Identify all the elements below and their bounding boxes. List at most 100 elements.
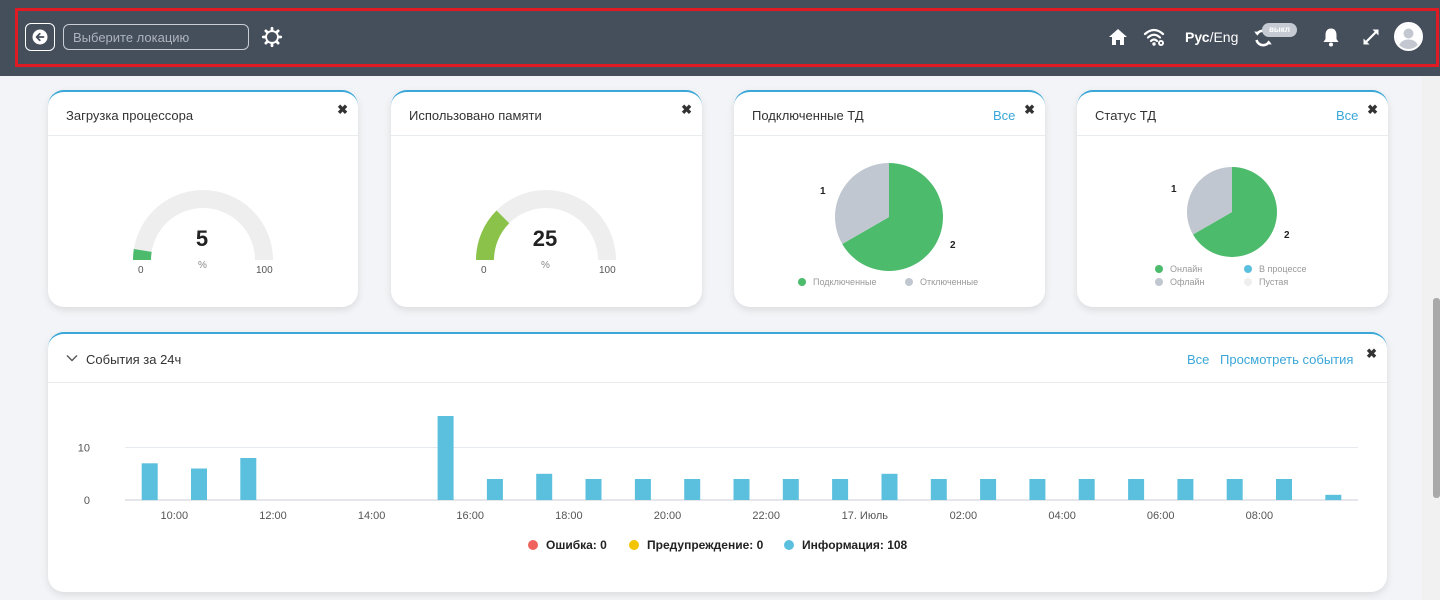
bar: [1177, 479, 1194, 500]
ap-status-pie: [1187, 167, 1278, 257]
fullscreen-button[interactable]: [1360, 26, 1382, 48]
gauge-min: 0: [481, 265, 487, 276]
legend-item-info[interactable]: Информация: 108: [784, 538, 907, 552]
bar: [733, 479, 750, 500]
legend-dot: [1244, 265, 1252, 273]
page-scrollbar-thumb[interactable]: [1433, 298, 1440, 498]
back-button[interactable]: [25, 23, 55, 51]
all-link[interactable]: Все: [1187, 352, 1210, 367]
gauge-value: 25: [532, 226, 558, 251]
home-button[interactable]: [1107, 26, 1129, 48]
card-title: Статус ТД: [1095, 108, 1157, 123]
gauge-track: [133, 190, 273, 260]
card-title: Загрузка процессора: [66, 108, 194, 123]
card-header: Подключенные ТД Все ✖: [734, 92, 1045, 136]
cpu-gauge: [133, 190, 273, 260]
bar: [782, 479, 799, 500]
expand-icon: [1363, 29, 1379, 45]
x-tick-label: 08:00: [1246, 510, 1274, 522]
legend-label: Офлайн: [1170, 277, 1205, 287]
legend-item-connected[interactable]: Подключенные: [798, 277, 876, 287]
all-link[interactable]: Все: [1336, 108, 1359, 123]
bar: [1325, 494, 1342, 501]
card-header: Загрузка процессора ✖: [48, 92, 358, 136]
lang-separator: /: [1209, 29, 1214, 45]
chevron-down-icon[interactable]: [66, 352, 78, 364]
legend-item-in-progress[interactable]: В процессе: [1244, 264, 1306, 274]
close-icon[interactable]: ✖: [681, 102, 692, 117]
bell-icon: [1323, 28, 1339, 47]
gauge-fill: [133, 249, 152, 260]
legend-label: Онлайн: [1170, 264, 1203, 274]
legend-item-online[interactable]: Онлайн: [1155, 264, 1202, 274]
location-select-input[interactable]: [63, 24, 249, 50]
close-icon[interactable]: ✖: [1366, 346, 1377, 361]
legend-item-empty[interactable]: Пустая: [1244, 277, 1288, 287]
home-icon: [1109, 29, 1127, 45]
gauge-unit: %: [541, 260, 550, 271]
bar: [980, 479, 997, 500]
gauge-min: 0: [138, 265, 144, 276]
top-bar-highlight-frame: [15, 8, 1439, 67]
pie-label-connected: 2: [950, 240, 956, 251]
wifi-icon: [1143, 28, 1165, 46]
x-tick-label: 12:00: [259, 510, 287, 522]
bar: [832, 479, 849, 500]
card-header: Статус ТД Все ✖: [1077, 92, 1388, 136]
legend-label: Предупреждение: 0: [647, 538, 764, 552]
legend-label: Ошибка: 0: [546, 538, 607, 552]
arrow-left-icon: [32, 29, 48, 45]
pie-label-disconnected: 1: [820, 186, 826, 197]
gauge-max: 100: [256, 265, 273, 276]
legend-dot: [784, 540, 794, 550]
legend-item-warning[interactable]: Предупреждение: 0: [629, 538, 763, 552]
all-link[interactable]: Все: [993, 108, 1016, 123]
legend-dot: [629, 540, 639, 550]
wifi-button[interactable]: [1143, 26, 1165, 48]
legend-item-disconnected[interactable]: Отключенные: [905, 277, 978, 287]
x-tick-label: 20:00: [654, 510, 682, 522]
ap-status-card: Статус ТД Все ✖ 1 2 Онлайн В процессе Оф…: [1077, 90, 1388, 307]
events-bar-chart: 0 10 10:00 12:00 14:00 16:00 18:00 20:00 22:00 17…: [78, 416, 1358, 522]
x-tick-label: 04:00: [1048, 510, 1076, 522]
top-bar: Рус/Eng выкл: [0, 0, 1440, 76]
connected-ap-card: Подключенные ТД Все ✖ 1 2 Подключенные О…: [734, 90, 1045, 307]
gauge-max: 100: [599, 265, 616, 276]
bar: [486, 479, 503, 500]
legend-item-error[interactable]: Ошибка: 0: [528, 538, 607, 552]
x-tick-label: 18:00: [555, 510, 583, 522]
legend-dot: [905, 278, 913, 286]
legend-dot: [528, 540, 538, 550]
notifications-button[interactable]: [1320, 26, 1342, 48]
legend-label: Подключенные: [813, 277, 877, 287]
user-avatar[interactable]: [1394, 22, 1423, 51]
legend-label: Пустая: [1259, 277, 1289, 287]
close-icon[interactable]: ✖: [1367, 102, 1378, 117]
bar: [634, 479, 651, 500]
legend-item-offline[interactable]: Офлайн: [1155, 277, 1204, 287]
bar: [930, 479, 947, 500]
language-switch[interactable]: Рус/Eng: [1185, 29, 1238, 45]
pie-slice-connected: [842, 163, 943, 271]
sync-status-badge: выкл: [1262, 23, 1297, 37]
lang-ru[interactable]: Рус: [1185, 29, 1210, 45]
connected-ap-pie: [834, 163, 943, 271]
x-tick-label: 14:00: [358, 510, 386, 522]
gauge-value: 5: [195, 226, 209, 251]
y-tick-label: 0: [84, 495, 90, 507]
close-icon[interactable]: ✖: [337, 102, 348, 117]
bar: [1276, 479, 1292, 500]
close-icon[interactable]: ✖: [1024, 102, 1035, 117]
x-tick-label: 17. Июль: [842, 510, 889, 522]
bar: [191, 468, 207, 500]
lang-en[interactable]: Eng: [1213, 29, 1239, 45]
legend-dot: [1155, 278, 1163, 286]
y-tick-label: 10: [78, 443, 90, 455]
bar: [1029, 479, 1046, 500]
gear-icon[interactable]: [261, 26, 283, 48]
card-header: События за 24ч Все Просмотреть события ✖: [48, 334, 1387, 383]
legend-dot: [1244, 278, 1252, 286]
view-events-link[interactable]: Просмотреть события: [1220, 352, 1354, 367]
legend-label: Информация: 108: [802, 538, 908, 552]
card-title: Использовано памяти: [409, 108, 542, 123]
